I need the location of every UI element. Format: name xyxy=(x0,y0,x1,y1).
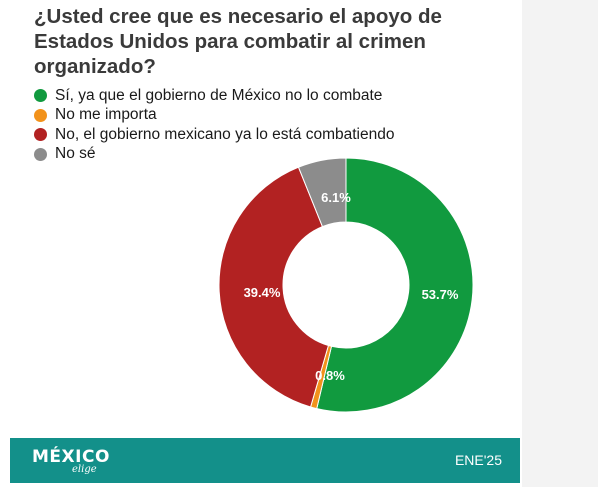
mexico-elige-logo: MÉXICO xyxy=(32,447,110,467)
logo-subtitle: elige xyxy=(72,464,97,475)
legend-item-no: No, el gobierno mexicano ya lo está comb… xyxy=(34,125,394,145)
donut-chart: 53.7% 0.8% 39.4% 6.1% xyxy=(218,157,474,413)
legend-swatch-orange xyxy=(34,108,47,122)
legend-item-no-me-importa: No me importa xyxy=(34,106,394,126)
legend-swatch-gray xyxy=(34,147,47,161)
footer-bar: MÉXICO elige ENE'25 xyxy=(10,438,520,483)
slice-no xyxy=(218,166,330,408)
legend-item-no-se: No sé xyxy=(34,145,394,165)
legend-label: No sé xyxy=(55,145,96,163)
right-margin xyxy=(522,0,598,487)
legend-item-si: Sí, ya que el gobierno de México no lo c… xyxy=(34,86,394,106)
chart-card: ¿Usted cree que es necesario el apoyo de… xyxy=(0,0,523,487)
slice-si xyxy=(316,157,474,413)
legend-label: No me importa xyxy=(55,106,157,124)
data-label-no-me-importa: 0.8% xyxy=(315,368,345,383)
data-label-no-se: 6.1% xyxy=(321,190,351,205)
legend-swatch-red xyxy=(34,128,47,142)
data-label-si: 53.7% xyxy=(422,287,459,302)
legend: Sí, ya que el gobierno de México no lo c… xyxy=(34,86,394,164)
survey-date: ENE'25 xyxy=(454,452,502,468)
chart-title: ¿Usted cree que es necesario el apoyo de… xyxy=(34,5,442,78)
data-label-no: 39.4% xyxy=(244,285,281,300)
legend-label: Sí, ya que el gobierno de México no lo c… xyxy=(55,86,383,104)
legend-label: No, el gobierno mexicano ya lo está comb… xyxy=(55,125,395,143)
slice-no-se xyxy=(297,157,347,228)
legend-swatch-green xyxy=(34,89,47,103)
